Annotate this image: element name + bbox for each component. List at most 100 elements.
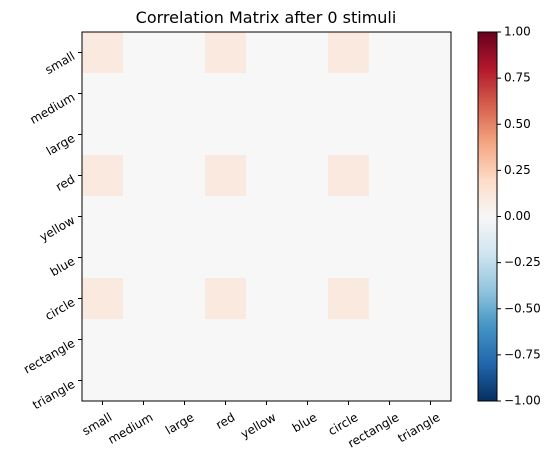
y-tick-label: circle xyxy=(43,295,78,323)
x-tick-label: large xyxy=(163,410,196,437)
heatmap-cell xyxy=(246,73,288,115)
heatmap-cell xyxy=(246,319,288,361)
y-tick-label: red xyxy=(53,172,77,194)
heatmap-cell xyxy=(164,237,206,279)
heatmap-cell xyxy=(328,278,370,320)
colorbar-tick-label: 0.75 xyxy=(504,71,531,85)
heatmap-cell xyxy=(410,32,452,74)
heatmap-cell xyxy=(123,73,165,115)
heatmap-cell xyxy=(205,237,247,279)
heatmap-cell xyxy=(205,32,247,74)
heatmap-cell xyxy=(246,278,288,320)
heatmap-cell xyxy=(287,114,329,156)
heatmap-cell xyxy=(369,278,411,320)
y-tick-label: yellow xyxy=(37,213,77,244)
heatmap-cell xyxy=(164,155,206,197)
heatmap-cell xyxy=(164,319,206,361)
heatmap-cell xyxy=(123,114,165,156)
heatmap-cell xyxy=(328,237,370,279)
heatmap-cell xyxy=(123,278,165,320)
heatmap-cell xyxy=(369,114,411,156)
heatmap-cell xyxy=(287,319,329,361)
heatmap-cell xyxy=(82,278,124,320)
x-tick-label: yellow xyxy=(238,410,278,441)
heatmap-cell xyxy=(82,32,124,74)
heatmap-cell xyxy=(410,196,452,238)
y-tick-label: medium xyxy=(28,90,78,127)
colorbar-tick-label: −0.25 xyxy=(504,255,541,269)
colorbar-tick-label: −0.75 xyxy=(504,347,541,361)
heatmap-cell xyxy=(164,114,206,156)
colorbar-tick-label: 0.00 xyxy=(504,209,531,223)
heatmap-cell xyxy=(287,73,329,115)
heatmap-cell xyxy=(328,32,370,74)
heatmap-cell xyxy=(82,196,124,238)
chart-title: Correlation Matrix after 0 stimuli xyxy=(136,8,397,27)
heatmap-cell xyxy=(246,32,288,74)
heatmap-cell xyxy=(82,319,124,361)
heatmap-cell xyxy=(287,278,329,320)
heatmap-cell xyxy=(164,278,206,320)
heatmap-cell xyxy=(410,319,452,361)
heatmap-cell xyxy=(123,319,165,361)
x-tick-label: triangle xyxy=(395,410,442,445)
heatmap-cell xyxy=(246,155,288,197)
heatmap-cell xyxy=(410,114,452,156)
heatmap-cell xyxy=(246,114,288,156)
y-axis-ticks: small medium large red yellow blue circle recta… xyxy=(21,49,82,412)
heatmap-cell xyxy=(328,114,370,156)
heatmap-cell xyxy=(205,73,247,115)
heatmap-cell xyxy=(205,196,247,238)
heatmap-cell xyxy=(123,360,165,402)
x-tick-label: blue xyxy=(290,410,319,435)
y-tick-label: triangle xyxy=(30,377,77,412)
heatmap-cell xyxy=(328,319,370,361)
heatmap-cell xyxy=(369,237,411,279)
heatmap-cell xyxy=(82,155,124,197)
heatmap-cell xyxy=(287,32,329,74)
heatmap-cell xyxy=(287,237,329,279)
heatmap-cell xyxy=(410,360,452,402)
heatmap-cell xyxy=(369,319,411,361)
heatmap-cell xyxy=(369,155,411,197)
heatmap-cell xyxy=(369,360,411,402)
heatmap-cell xyxy=(369,73,411,115)
heatmap-cell xyxy=(205,278,247,320)
heatmap-cell xyxy=(410,278,452,320)
heatmap-cell xyxy=(410,155,452,197)
heatmap-cell xyxy=(246,196,288,238)
y-tick-label: blue xyxy=(48,254,77,279)
y-tick-label: rectangle xyxy=(21,336,77,376)
y-tick-label: small xyxy=(43,49,78,77)
heatmap-cell xyxy=(123,237,165,279)
heatmap-cell xyxy=(164,73,206,115)
y-tick-label: large xyxy=(44,131,77,158)
heatmap-cell xyxy=(123,155,165,197)
heatmap-cell xyxy=(246,237,288,279)
heatmap-cell xyxy=(164,360,206,402)
heatmap-cell xyxy=(164,196,206,238)
heatmap-cell xyxy=(287,360,329,402)
colorbar-ticks: 1.00 0.75 0.50 0.25 0.00 −0.25 −0.50 −0.75 −1.00 xyxy=(497,25,541,408)
heatmap-cell xyxy=(328,73,370,115)
colorbar xyxy=(477,31,498,402)
heatmap-cell xyxy=(82,360,124,402)
colorbar-tick-label: −1.00 xyxy=(504,394,541,408)
heatmap-cell xyxy=(205,114,247,156)
colorbar-tick-label: 1.00 xyxy=(504,25,531,39)
heatmap-cell xyxy=(123,196,165,238)
heatmap-cell xyxy=(123,32,165,74)
heatmap-cell xyxy=(205,360,247,402)
x-tick-label: red xyxy=(213,410,237,432)
heatmap-cell xyxy=(369,196,411,238)
heatmap-cell xyxy=(328,155,370,197)
heatmap-cell xyxy=(328,196,370,238)
heatmap-cell xyxy=(82,73,124,115)
heatmap-cell xyxy=(164,32,206,74)
heatmap-cell xyxy=(287,155,329,197)
heatmap-cell xyxy=(287,196,329,238)
heatmap-cell xyxy=(205,319,247,361)
colorbar-tick-label: −0.50 xyxy=(504,301,541,315)
